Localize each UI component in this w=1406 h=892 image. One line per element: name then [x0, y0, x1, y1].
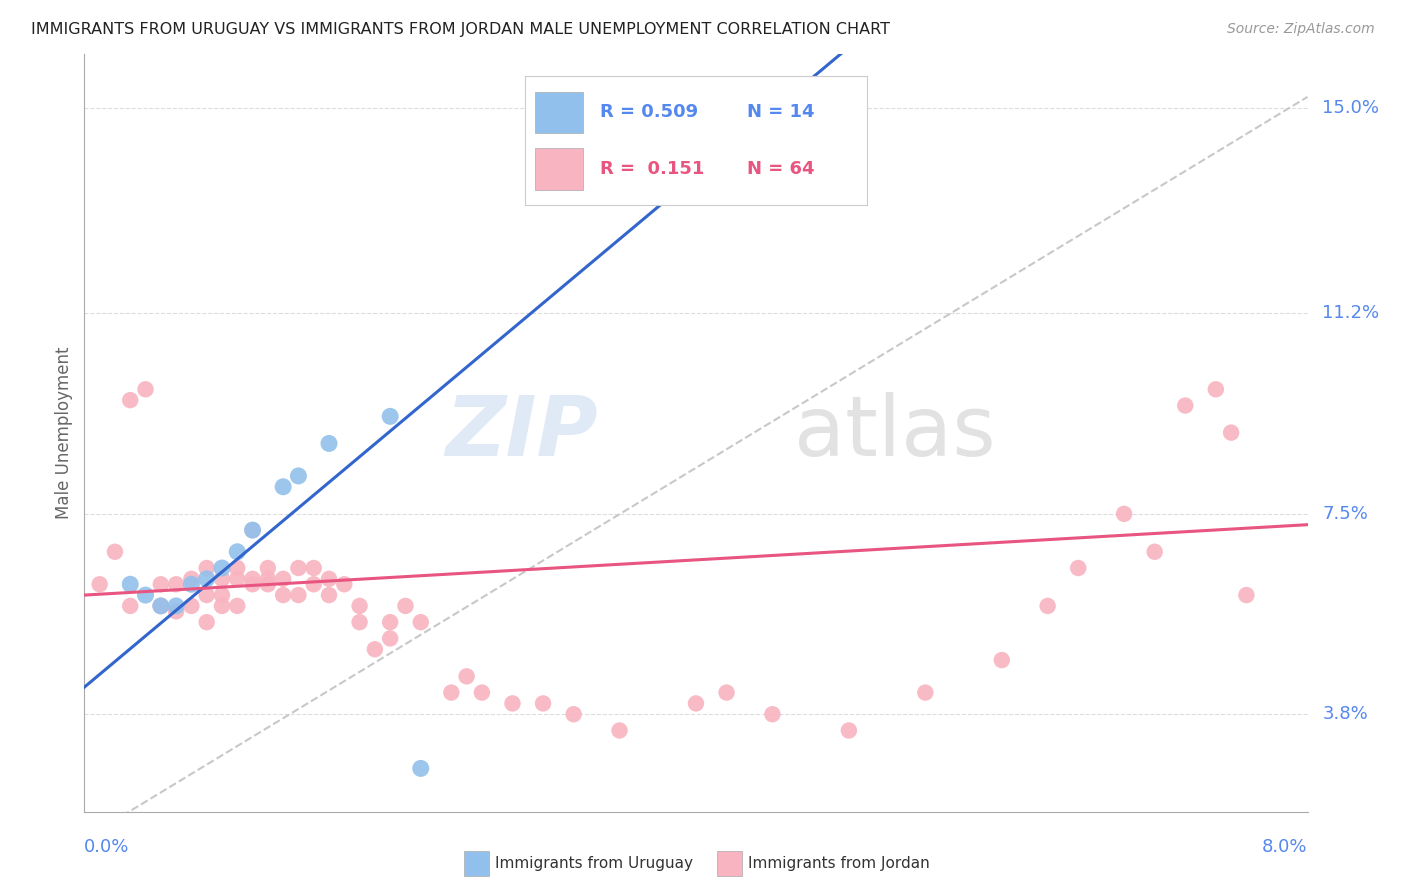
Point	[409, 615, 432, 630]
Text: atlas: atlas	[794, 392, 995, 473]
Point	[302, 577, 325, 591]
Point	[562, 707, 585, 722]
Point	[531, 697, 554, 711]
Point	[394, 599, 416, 613]
Point	[440, 685, 463, 699]
Point	[149, 599, 172, 613]
Text: 7.5%: 7.5%	[1322, 505, 1368, 523]
Point	[226, 561, 249, 575]
Text: Immigrants from Uruguay: Immigrants from Uruguay	[495, 856, 693, 871]
Point	[180, 572, 202, 586]
Point	[120, 577, 142, 591]
Point	[195, 572, 218, 586]
Point	[149, 599, 172, 613]
Point	[135, 382, 157, 396]
Point	[195, 561, 218, 575]
Text: Source: ZipAtlas.com: Source: ZipAtlas.com	[1227, 22, 1375, 37]
Point	[838, 723, 860, 738]
Point	[242, 577, 264, 591]
Point	[318, 588, 340, 602]
Point	[165, 604, 187, 618]
Point	[165, 599, 187, 613]
Point	[991, 653, 1014, 667]
Point	[242, 523, 264, 537]
Point	[180, 599, 202, 613]
Text: ZIP: ZIP	[446, 392, 598, 473]
Point	[226, 572, 249, 586]
Point	[211, 561, 233, 575]
Point	[302, 561, 325, 575]
Point	[318, 436, 340, 450]
Point	[287, 469, 309, 483]
Point	[716, 685, 738, 699]
Point	[226, 545, 249, 559]
Point	[1067, 561, 1090, 575]
Point	[120, 393, 142, 408]
Text: 15.0%: 15.0%	[1322, 99, 1379, 117]
Point	[242, 523, 264, 537]
Point	[349, 615, 371, 630]
Text: 8.0%: 8.0%	[1263, 838, 1308, 856]
Point	[456, 669, 478, 683]
Point	[257, 577, 280, 591]
Point	[914, 685, 936, 699]
Point	[195, 588, 218, 602]
Point	[135, 588, 157, 602]
Point	[271, 480, 294, 494]
Point	[609, 723, 631, 738]
Point	[761, 707, 783, 722]
Point	[120, 599, 142, 613]
Text: IMMIGRANTS FROM URUGUAY VS IMMIGRANTS FROM JORDAN MALE UNEMPLOYMENT CORRELATION : IMMIGRANTS FROM URUGUAY VS IMMIGRANTS FR…	[31, 22, 890, 37]
Text: 0.0%: 0.0%	[84, 838, 129, 856]
Point	[502, 697, 524, 711]
Point	[380, 632, 402, 646]
Point	[333, 577, 356, 591]
Text: 11.2%: 11.2%	[1322, 304, 1379, 323]
Point	[271, 588, 294, 602]
Point	[364, 642, 387, 657]
Point	[257, 572, 280, 586]
Point	[242, 572, 264, 586]
Point	[1114, 507, 1136, 521]
Text: 3.8%: 3.8%	[1322, 706, 1368, 723]
Text: Immigrants from Jordan: Immigrants from Jordan	[748, 856, 929, 871]
Y-axis label: Male Unemployment: Male Unemployment	[55, 346, 73, 519]
Point	[1236, 588, 1258, 602]
Point	[211, 572, 233, 586]
Point	[409, 761, 432, 775]
Point	[195, 615, 218, 630]
Point	[349, 599, 371, 613]
Point	[211, 599, 233, 613]
Point	[165, 577, 187, 591]
Point	[1205, 382, 1227, 396]
Point	[104, 545, 127, 559]
Point	[380, 409, 402, 424]
Point	[287, 561, 309, 575]
Point	[149, 577, 172, 591]
Point	[271, 572, 294, 586]
Point	[380, 615, 402, 630]
Point	[287, 588, 309, 602]
Point	[89, 577, 111, 591]
Point	[257, 561, 280, 575]
Point	[318, 572, 340, 586]
Point	[226, 599, 249, 613]
Point	[1220, 425, 1243, 440]
Point	[1036, 599, 1059, 613]
Point	[685, 697, 707, 711]
Point	[149, 599, 172, 613]
Point	[180, 577, 202, 591]
Point	[211, 588, 233, 602]
Point	[471, 685, 494, 699]
Point	[1174, 399, 1197, 413]
Point	[1143, 545, 1166, 559]
